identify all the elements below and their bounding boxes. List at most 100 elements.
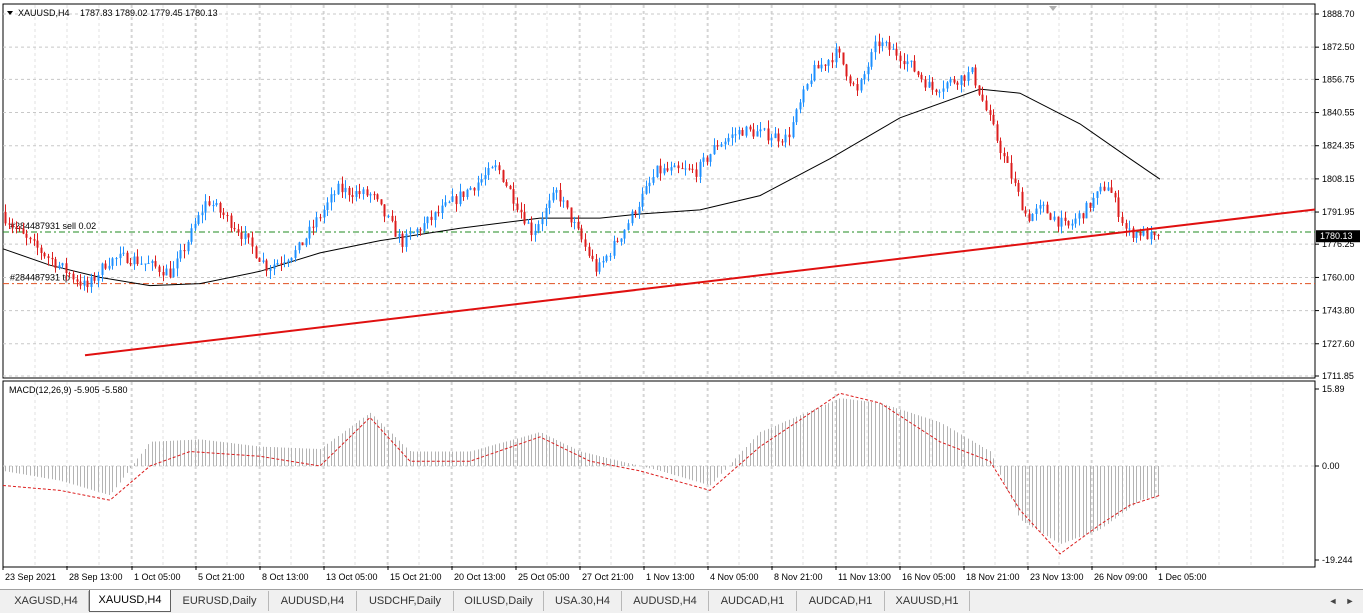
candle-body — [144, 263, 147, 265]
tab-oilusd-daily[interactable]: OILUSD,Daily — [454, 591, 544, 611]
candle-body — [559, 189, 562, 202]
candle-body — [305, 238, 308, 246]
tab-usa30-h4[interactable]: USA.30,H4 — [544, 591, 622, 611]
tab-usdchf-daily[interactable]: USDCHF,Daily — [357, 591, 454, 611]
tab-scroll-right-icon[interactable]: ► — [1345, 596, 1355, 606]
candle-body — [731, 134, 734, 138]
candle-body — [380, 199, 383, 205]
candle-body — [613, 240, 616, 256]
candle-body — [1150, 231, 1153, 240]
candle-body — [824, 64, 827, 66]
tab-audusd-h4-2[interactable]: AUDUSD,H4 — [622, 591, 709, 611]
tab-audusd-h4[interactable]: AUDUSD,H4 — [269, 591, 357, 611]
trendline-line[interactable] — [84, 208, 1316, 357]
candle-body — [974, 67, 977, 86]
candle-body — [394, 220, 397, 237]
chart-window[interactable]: #284487931 sell 0.02 #284487931 tp 1888.7… — [0, 0, 1363, 589]
candle-body — [391, 215, 394, 221]
candle-body — [588, 246, 591, 256]
candle-body — [548, 200, 551, 208]
candle-body — [169, 268, 172, 278]
tab-xauusd-h4[interactable]: XAUUSD,H4 — [89, 590, 171, 612]
candle-body — [1117, 197, 1120, 217]
candle-body — [280, 262, 283, 264]
time-axis-label: 23 Nov 13:00 — [1030, 572, 1084, 582]
time-axis-label: 26 Nov 09:00 — [1094, 572, 1148, 582]
candle-body — [1121, 216, 1124, 224]
candle-body — [713, 145, 716, 155]
candle-body — [344, 187, 347, 193]
candle-body — [502, 170, 505, 183]
tab-eurusd-daily[interactable]: EURUSD,Daily — [171, 591, 269, 611]
candle-body — [781, 141, 784, 143]
candle-body — [996, 124, 999, 141]
candle-body — [312, 226, 315, 228]
candle-body — [903, 60, 906, 65]
collapse-triangle-icon[interactable] — [7, 11, 13, 15]
price-axis-label: 1711.85 — [1322, 371, 1354, 381]
candle-body — [910, 60, 913, 62]
candle-body — [179, 250, 182, 259]
candle-body — [745, 126, 748, 136]
time-axis-label: 5 Oct 21:00 — [198, 572, 245, 582]
tab-audcad-h1[interactable]: AUDCAD,H1 — [709, 591, 797, 611]
candle-body — [627, 223, 630, 230]
chart-shift-marker-icon[interactable] — [1049, 6, 1057, 11]
order-lines: #284487931 sell 0.02 #284487931 tp — [3, 221, 1315, 285]
candle-body — [212, 205, 215, 207]
candle-body — [262, 260, 265, 262]
candle-body — [724, 141, 727, 145]
tab-scroll-left-icon[interactable]: ◄ — [1328, 596, 1338, 606]
candle-body — [90, 277, 93, 288]
candle-body — [1071, 223, 1074, 226]
chart-canvas[interactable]: #284487931 sell 0.02 #284487931 tp 1888.7… — [0, 0, 1363, 589]
price-axis-label: 1727.60 — [1322, 339, 1355, 349]
candle-body — [337, 183, 340, 195]
candle-body — [827, 60, 830, 66]
candle-body — [491, 167, 494, 169]
tab-audcad-h1-2[interactable]: AUDCAD,H1 — [797, 591, 885, 611]
trendline[interactable] — [84, 208, 1316, 357]
candle-body — [770, 138, 773, 141]
candle-body — [709, 154, 712, 162]
candle-body — [369, 194, 372, 196]
candle-body — [527, 222, 530, 224]
candle-body — [878, 41, 881, 47]
price-axis-label: 1808.15 — [1322, 174, 1355, 184]
price-axis-label: 1872.50 — [1322, 42, 1355, 52]
candle-body — [387, 215, 390, 217]
candle-body — [455, 196, 458, 205]
sell-order-label: #284487931 sell 0.02 — [10, 221, 96, 231]
candle-body — [383, 204, 386, 217]
candle-body — [25, 233, 28, 238]
candle-body — [165, 268, 168, 276]
tab-xauusd-h1[interactable]: XAUUSD,H1 — [885, 591, 970, 611]
candle-body — [534, 230, 537, 236]
candle-body — [784, 134, 787, 143]
candle-body — [326, 202, 329, 211]
candle-body — [61, 263, 64, 266]
candle-body — [895, 48, 898, 56]
candle-body — [215, 202, 218, 206]
candle-body — [774, 133, 777, 139]
candle-body — [1139, 231, 1142, 236]
candle-body — [416, 229, 419, 233]
candle-body — [451, 196, 454, 202]
candle-body — [673, 165, 676, 168]
candle-body — [68, 273, 71, 275]
macd-axis-label: 0.00 — [1322, 461, 1340, 471]
candle-body — [323, 210, 326, 218]
candle-body — [985, 100, 988, 111]
candle-body — [204, 201, 207, 213]
tab-xagusd-h4[interactable]: XAGUSD,H4 — [4, 591, 89, 611]
candle-body — [1142, 229, 1145, 236]
candle-body — [734, 134, 737, 136]
candle-body — [767, 128, 770, 141]
candle-body — [1110, 187, 1113, 193]
candle-body — [341, 183, 344, 193]
candle-body — [584, 239, 587, 247]
candle-body — [355, 191, 358, 197]
candle-body — [530, 222, 533, 236]
macd-panel — [2, 380, 1316, 568]
candle-body — [298, 242, 301, 251]
